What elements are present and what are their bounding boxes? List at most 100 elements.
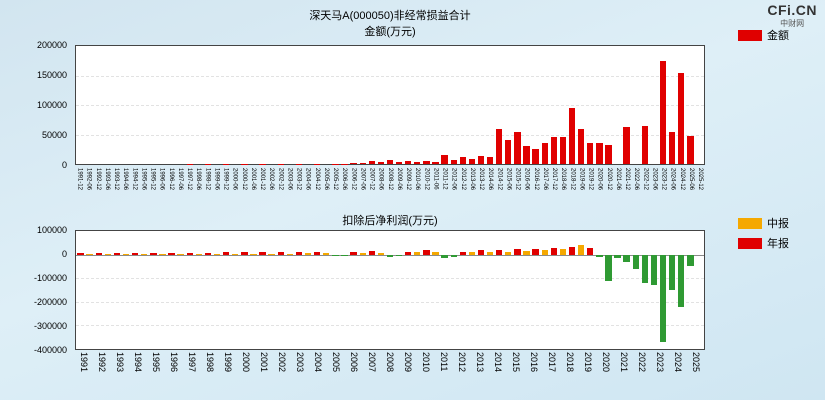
x-tick-label: 2006-12 [350, 168, 357, 191]
bar-1999-12 [222, 252, 230, 255]
x-tick-label: 2010-12 [423, 168, 430, 191]
x-tick-cell: 2000-12 [239, 168, 248, 214]
x-tick-cell: 2006-12 [349, 168, 358, 214]
x-tick-label: 1992 [97, 352, 107, 373]
bar-2020-12 [605, 145, 612, 164]
bottom-chart-title-block: 扣除后净利润(万元) [75, 212, 705, 228]
x-tick-label: 2008 [385, 352, 395, 373]
bar-2022-06 [632, 254, 639, 269]
x-tick-label: 2015 [511, 352, 521, 373]
x-tick-label: 2002-12 [277, 168, 284, 191]
x-tick-cell: 2025 [687, 352, 705, 398]
x-tick-label: 2022-12 [642, 168, 649, 191]
bar-2022-12 [641, 254, 648, 283]
bar-2008-12 [386, 160, 394, 164]
cfi-logo-text: CFi.CN [767, 2, 817, 18]
bottom-chart-title: 扣除后净利润(万元) [342, 215, 438, 227]
top-chart-legend: 金额 [738, 27, 789, 43]
x-tick-label: 2004-06 [304, 168, 311, 191]
x-tick-cell: 2023-06 [650, 168, 659, 214]
x-tick-label: 2019 [583, 352, 593, 373]
x-tick-label: 1991 [79, 352, 89, 373]
x-tick-label: 2016-12 [532, 168, 539, 191]
bar-2024-06 [668, 131, 676, 164]
y-tick-label: 50000 [41, 130, 67, 140]
x-tick-label: 2012-12 [459, 168, 466, 191]
x-tick-label: 2019-12 [587, 168, 594, 191]
x-tick-cell: 2020-12 [604, 168, 613, 214]
bar-2011-06 [432, 161, 439, 164]
bar-1998-12 [204, 252, 212, 255]
x-tick-label: 2021-12 [624, 168, 631, 191]
cfi-logo[interactable]: CFi.CN 中财网 [767, 2, 817, 29]
x-tick-cell: 2021-06 [613, 168, 622, 214]
top-chart-x-axis: 1991-12 1992-06 1992-12 1993-06 1993-12 1994-… [75, 168, 705, 214]
x-tick-cell: 1994 [129, 352, 147, 398]
x-tick-cell: 1995-12 [148, 168, 157, 214]
y-tick-label: 200000 [36, 40, 67, 50]
bar-2006-12 [350, 252, 357, 255]
x-tick-cell: 2004-12 [312, 168, 321, 214]
x-tick-cell: 1998-06 [194, 168, 203, 214]
x-tick-cell: 2018 [561, 352, 579, 398]
x-tick-cell: 1998 [201, 352, 219, 398]
bar-2013-06 [468, 159, 476, 164]
bar-2021-12 [623, 127, 630, 164]
x-tick-label: 1997-06 [176, 168, 183, 191]
grid-line [76, 75, 704, 77]
x-tick-cell: 2001-06 [248, 168, 257, 214]
bar-2008-12 [386, 254, 394, 258]
bar-2014-12 [496, 128, 503, 164]
x-tick-cell: 2003-06 [285, 168, 294, 214]
bar-1994-06 [122, 254, 130, 255]
bar-2000-06 [232, 253, 239, 255]
x-tick-label: 2013 [475, 352, 485, 373]
bar-2007-12 [368, 161, 375, 164]
x-tick-label: 1992-12 [94, 168, 101, 191]
x-tick-cell: 1999 [219, 352, 237, 398]
x-tick-label: 2000-06 [231, 168, 238, 191]
x-tick-cell: 2003-12 [294, 168, 303, 214]
x-tick-cell: 2003 [291, 352, 309, 398]
x-tick-label: 2025-06 [687, 168, 694, 191]
net-profit-chart: 扣除后净利润(万元) 中报 年报 100000 0 -100000 -200000 -3… [0, 212, 825, 400]
x-tick-label: 1996-06 [158, 168, 165, 191]
x-tick-label: 1993-12 [113, 168, 120, 191]
grid-line [76, 105, 704, 106]
bar-2004-12 [314, 251, 321, 255]
x-tick-cell: 2017-12 [550, 168, 559, 214]
y-tick-label: 150000 [36, 70, 67, 80]
x-tick-label: 2001 [259, 352, 269, 373]
grid-line [76, 134, 704, 136]
x-tick-cell: 2022-12 [641, 168, 650, 214]
x-tick-label: 2004-12 [313, 168, 320, 191]
x-tick-cell: 2017-06 [540, 168, 549, 214]
bar-2021-12 [623, 254, 630, 262]
x-tick-label: 2012-06 [450, 168, 457, 191]
bar-2002-12 [277, 252, 284, 255]
x-tick-cell: 2024-12 [677, 168, 686, 214]
bar-2018-12 [568, 247, 576, 255]
x-tick-cell: 1993-06 [102, 168, 111, 214]
x-tick-label: 2008-12 [386, 168, 393, 191]
x-tick-label: 2005-06 [322, 168, 329, 191]
bar-2018-12 [568, 107, 576, 164]
legend-entry-interim: 中报 [738, 215, 789, 231]
bar-2016-12 [532, 149, 539, 164]
y-tick-label: -300000 [33, 321, 67, 331]
x-tick-label: 2010 [421, 352, 431, 373]
bar-2013-06 [468, 252, 476, 255]
x-tick-label: 2023 [655, 352, 665, 373]
x-tick-cell: 2022 [633, 352, 651, 398]
x-tick-cell: 2015-12 [513, 168, 522, 214]
top-chart-plot-area [75, 45, 705, 165]
bar-2019-06 [577, 245, 585, 255]
x-tick-label: 2016-06 [523, 168, 530, 191]
x-tick-label: 1997 [187, 352, 197, 373]
x-tick-cell: 1994-06 [121, 168, 130, 214]
bar-2015-06 [505, 251, 512, 255]
x-tick-cell: 1997-12 [185, 168, 194, 214]
nonrecurring-gains-chart: 深天马A(000050)非经常损益合计 金额(万元) 金额 200000 1500… [36, 10, 789, 214]
bar-2001-06 [250, 253, 257, 255]
bar-2010-12 [423, 249, 430, 255]
